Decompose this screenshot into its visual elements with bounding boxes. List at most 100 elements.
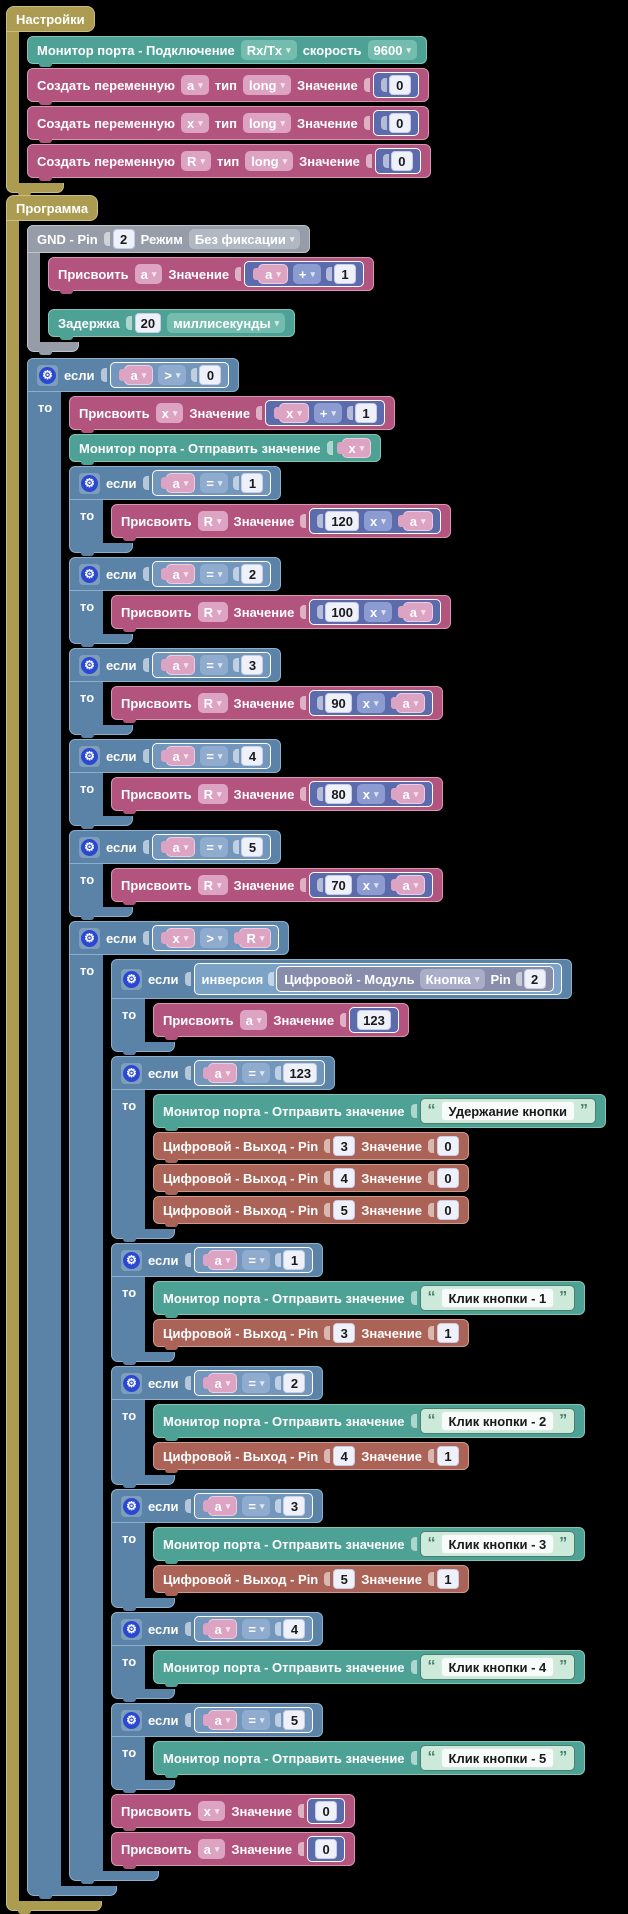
assign-block[interactable]: Присвоить x Значение x + 1 [69,396,396,433]
var-dropdown[interactable]: a [395,875,426,895]
operator-dropdown[interactable]: = [242,1250,271,1270]
pin-field[interactable]: 3 [333,1323,356,1343]
compare-block[interactable]: a = 2 [193,1370,314,1396]
var-dropdown[interactable]: a [258,264,288,284]
var-dropdown[interactable]: a [402,511,433,531]
var-dropdown[interactable]: x [155,403,184,423]
string-block[interactable]: “ Клик кнопки - 5 ” [419,1745,576,1771]
number-field[interactable]: 0 [388,113,411,133]
program-header[interactable]: Программа [6,195,99,221]
if-header[interactable]: ⚙ если a = 3 [111,1489,324,1523]
if-block-click[interactable]: ⚙ если a = 4 [111,1612,586,1702]
number-field[interactable]: 0 [388,75,411,95]
value-field[interactable]: 0 [437,1136,460,1156]
digital-write-block[interactable]: Цифровой - Выход - Pin 3 Значение 0 [153,1132,470,1163]
number-field[interactable]: 3 [241,655,264,675]
if-block-r-case[interactable]: ⚙ если a = 3 [69,648,444,738]
if-header[interactable]: ⚙ если a = 5 [69,830,282,864]
var-dropdown[interactable]: a [134,264,163,284]
number-field[interactable]: 123 [357,1010,391,1030]
var-dropdown[interactable]: a [239,1010,268,1030]
number-field[interactable]: 80 [325,784,352,804]
var-type-dropdown[interactable]: long [243,75,291,95]
gear-icon[interactable]: ⚙ [121,1709,142,1731]
var-dropdown[interactable]: R [197,875,228,895]
var-dropdown[interactable]: a [207,1710,238,1730]
pin-field[interactable]: 3 [333,1136,356,1156]
compare-block[interactable]: a = 1 [151,470,272,496]
assign-block[interactable]: Присвоить x Значение 0 [111,1794,356,1831]
if-header[interactable]: ⚙ если a = 4 [69,739,282,773]
settings-header[interactable]: Настройки [6,6,95,32]
var-dropdown[interactable]: a [207,1063,238,1083]
operator-dropdown[interactable]: = [200,473,229,493]
operator-dropdown[interactable]: > [200,928,229,948]
pin-field[interactable]: 5 [333,1569,356,1589]
math-block[interactable]: 100 x a [309,599,441,625]
number-field[interactable]: 2 [283,1373,306,1393]
gear-icon[interactable]: ⚙ [121,1495,142,1517]
inversion-block[interactable]: инверсия Цифровой - Модуль Кнопка Pin [193,963,562,995]
number-field[interactable]: 0 [315,1801,338,1821]
number-field[interactable]: 3 [283,1496,306,1516]
var-dropdown[interactable]: R [239,928,272,948]
serial-send-block[interactable]: Монитор порта - Отправить значение “ Кли… [153,1404,586,1441]
math-block[interactable]: 80 x a [309,781,434,807]
string-field[interactable]: Клик кнопки - 5 [440,1748,555,1768]
if-header[interactable]: ⚙ если a = 1 [111,1243,324,1277]
assign-block[interactable]: Присвоить a Значение 0 [111,1832,356,1869]
gnd-pin-block[interactable]: GND - Pin 2 Режим Без фиксации Присвоить… [27,225,375,355]
string-block[interactable]: “ Клик кнопки - 1 ” [419,1285,576,1311]
gear-icon[interactable]: ⚙ [79,654,100,676]
var-dropdown[interactable]: a [165,837,196,857]
math-block[interactable]: 70 x a [309,872,434,898]
var-dropdown[interactable]: x [279,403,309,423]
if-block-r-case[interactable]: ⚙ если a = 2 [69,557,451,647]
compare-block[interactable]: a = 4 [193,1616,314,1642]
delay-block[interactable]: Задержка 20 миллисекунды [48,309,296,340]
value-field[interactable]: 1 [437,1446,460,1466]
var-dropdown[interactable]: a [402,602,433,622]
string-field[interactable]: Клик кнопки - 4 [440,1657,555,1677]
assign-block[interactable]: Присвоить R Значение 70 x [111,868,444,905]
assign-block[interactable]: Присвоить a Значение 123 [153,1003,409,1040]
operator-dropdown[interactable]: = [242,1710,271,1730]
number-field[interactable]: 1 [355,403,378,423]
if-header[interactable]: ⚙ если a = 2 [69,557,282,591]
if-header[interactable]: ⚙ если a = 1 [69,466,282,500]
pin-field[interactable]: 5 [333,1200,356,1220]
var-dropdown[interactable]: R [197,693,228,713]
var-name-dropdown[interactable]: R [181,151,211,171]
math-block[interactable]: x + 1 [265,400,386,426]
var-dropdown[interactable]: a [165,564,196,584]
compare-block[interactable]: a > 0 [109,362,230,388]
gear-icon[interactable]: ⚙ [121,1618,142,1640]
assign-block[interactable]: Присвоить a Значение a + 1 [48,257,375,294]
string-block[interactable]: “ Клик кнопки - 4 ” [419,1654,576,1680]
if-header[interactable]: ⚙ если a = 3 [69,648,282,682]
if-block-main[interactable]: ⚙ если a > 0 то [27,358,607,1899]
if-header[interactable]: ⚙ если a = 2 [111,1366,324,1400]
var-dropdown[interactable]: x [165,928,196,948]
var-name-dropdown[interactable]: a [181,75,209,95]
var-dropdown[interactable]: a [395,784,426,804]
if-block-click[interactable]: ⚙ если a = 1 [111,1243,586,1365]
delay-field[interactable]: 20 [134,313,162,333]
serial-send-block[interactable]: Монитор порта - Отправить значение “ Уде… [153,1094,607,1131]
var-dropdown[interactable]: a [395,693,426,713]
var-block[interactable]: x [341,438,372,458]
assign-block[interactable]: Присвоить R Значение 120 x [111,504,451,541]
assign-block[interactable]: Присвоить R Значение 80 x [111,777,444,814]
digital-write-block[interactable]: Цифровой - Выход - Pin 4 Значение 1 [153,1442,470,1473]
assign-block[interactable]: Присвоить R Значение 90 x [111,686,444,723]
operator-dropdown[interactable]: = [242,1619,271,1639]
if-block-r-case[interactable]: ⚙ если a = 5 [69,830,444,920]
number-field[interactable]: 1 [241,473,264,493]
var-dropdown[interactable]: a [197,1839,226,1859]
digital-write-block[interactable]: Цифровой - Выход - Pin 3 Значение 1 [153,1319,470,1350]
number-field[interactable]: 100 [325,602,360,622]
variable-init-block[interactable]: Создать переменную a тип long Значение 0 [27,68,429,105]
var-dropdown[interactable]: a [207,1373,238,1393]
baud-dropdown[interactable]: 9600 [367,40,417,60]
serial-send-block[interactable]: Монитор порта - Отправить значение x [69,434,382,465]
